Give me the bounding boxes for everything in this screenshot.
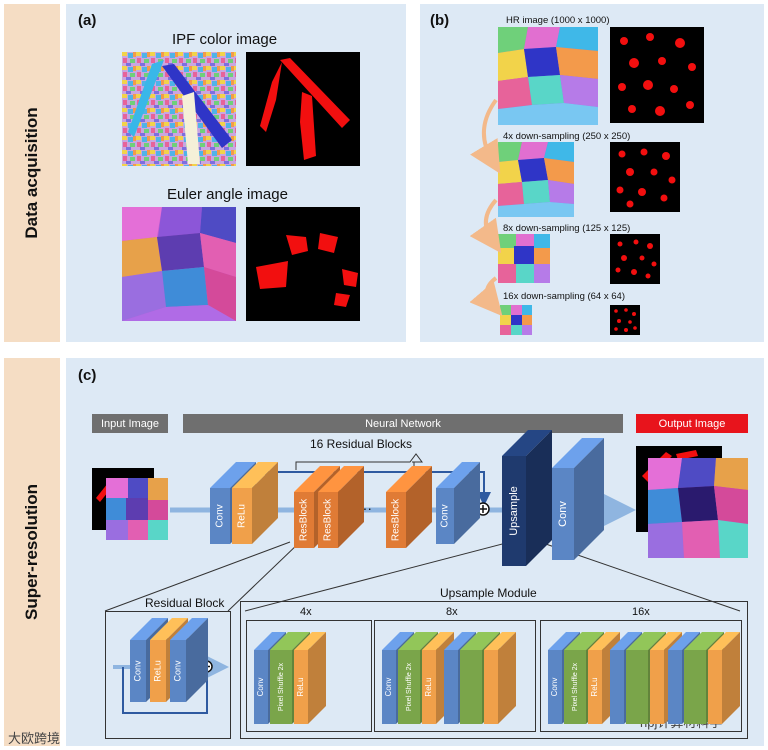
ds8-ipf-image — [498, 234, 550, 283]
upsample-group-16x — [540, 620, 742, 732]
up-relu-0-0-label: ReLu — [296, 677, 305, 696]
upsample-module-box — [240, 601, 748, 739]
ds16-label: 16x down-sampling (64 x 64) — [503, 291, 625, 302]
conv-block-2-label: Conv — [440, 504, 451, 527]
up-relu-2-2 — [708, 632, 740, 724]
rb-conv-2: Conv — [170, 618, 208, 702]
ds8-label: 8x down-sampling (125 x 125) — [503, 223, 631, 234]
hr-mask-image — [610, 27, 704, 123]
sidebar-data-acquisition: Data acquisition — [4, 4, 60, 342]
ds16-mask-image — [610, 305, 640, 335]
sidebar-label-super-resolution: Super-resolution — [22, 483, 41, 621]
upsample-block-label: Upsample — [508, 486, 520, 536]
resblock-16-label: ResBlock — [391, 498, 402, 541]
input-euler-image — [106, 478, 168, 540]
conv-block-1-label: Conv — [215, 504, 226, 527]
ipf-color-image — [122, 52, 236, 166]
conv-block-2: Conv — [436, 462, 480, 544]
relu-block-1: ReLu — [232, 462, 278, 544]
residual-block-title: Residual Block — [145, 596, 225, 610]
panel-a-label: (a) — [78, 12, 97, 29]
hr-ipf-image — [498, 27, 598, 125]
resblock-16: ResBlock — [386, 466, 432, 548]
upsample-factor-label: 4x — [300, 606, 312, 618]
euler-mask-image — [246, 207, 360, 321]
ds8-mask-image — [610, 234, 660, 284]
euler-title: Euler angle image — [167, 186, 288, 203]
ds4-label: 4x down-sampling (250 x 250) — [503, 131, 631, 142]
up-ps-2-0-label: Pixel Shuffle 2x — [572, 662, 579, 711]
upsample-factor-label: 16x — [632, 606, 650, 618]
upsample-factor-label: 8x — [446, 606, 458, 618]
input-image-bar: Input Image — [92, 414, 168, 433]
ds16-ipf-image — [500, 305, 532, 335]
output-image-bar: Output Image — [636, 414, 748, 433]
residual-block-box — [105, 611, 231, 739]
up-ps-1-0-label: Pixel Shuffle 2x — [406, 662, 413, 711]
resblock-2-label: ResBlock — [323, 498, 334, 541]
resblock-1-label: ResBlock — [299, 498, 310, 541]
sidebar-label-data-acquisition: Data acquisition — [22, 107, 41, 239]
euler-angle-image — [122, 207, 236, 321]
up-relu-0-0: ReLu — [294, 632, 326, 724]
downsampling-arrows — [470, 98, 503, 317]
upsample-group-8x — [374, 620, 536, 732]
ipf-title: IPF color image — [172, 31, 278, 48]
up-conv-1-0-label: Conv — [384, 678, 393, 697]
watermark-left: 大欧跨境 — [8, 731, 61, 746]
sidebar-super-resolution: Super-resolution — [4, 358, 60, 746]
hr-label: HR image (1000 x 1000) — [506, 15, 610, 26]
up-relu-1-0-label: ReLu — [424, 677, 433, 696]
conv-block-3-label: Conv — [557, 501, 569, 527]
up-conv-2-0-label: Conv — [550, 678, 559, 697]
up-conv-0-0-label: Conv — [256, 678, 265, 697]
residual-blocks-label: 16 Residual Blocks — [310, 437, 413, 451]
resblock-2: ResBlock — [318, 466, 364, 548]
rb-conv-2-label: Conv — [172, 660, 182, 682]
output-euler-image — [648, 458, 748, 558]
relu-block-1-label: ReLu — [237, 504, 248, 528]
ds4-ipf-image — [498, 142, 574, 217]
panel-c-label: (c) — [78, 367, 97, 384]
upsample-block: Upsample — [502, 430, 552, 566]
rb-conv-1-label: Conv — [132, 660, 142, 682]
ds4-mask-image — [610, 142, 680, 212]
up-relu-1-1 — [484, 632, 516, 724]
neural-network-bar: Neural Network — [183, 414, 623, 433]
panel-b-label: (b) — [430, 12, 450, 29]
up-relu-2-0-label: ReLu — [590, 677, 599, 696]
rb-relu-label: ReLu — [152, 660, 162, 682]
conv-block-3: Conv — [552, 438, 604, 560]
upsample-module-title: Upsample Module — [440, 586, 537, 600]
up-ps-0-0-label: Pixel Shuffle 2x — [278, 662, 285, 711]
ipf-mask-image — [246, 52, 360, 166]
upsample-group-4x — [246, 620, 372, 732]
